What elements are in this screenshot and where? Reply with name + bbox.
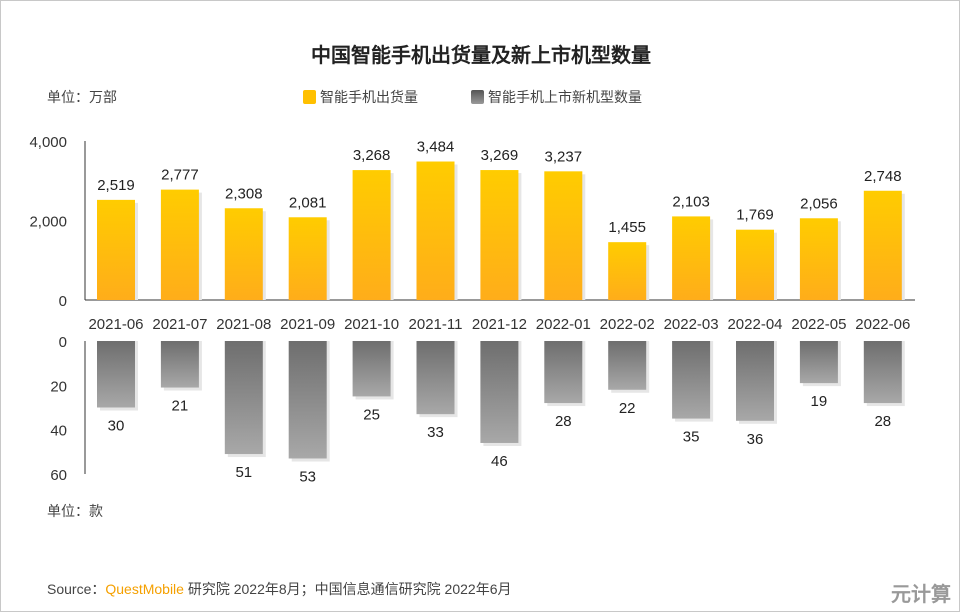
shipment-bar — [224, 208, 263, 300]
legend-item-shipments: 智能手机出货量 — [303, 87, 418, 107]
model-data-label: 53 — [299, 468, 316, 485]
x-tick-label: 2022-04 — [727, 316, 782, 333]
model-data-label: 46 — [491, 453, 508, 470]
bottom-unit-label: 单位：款 — [47, 503, 103, 519]
model-bar — [288, 341, 327, 459]
x-tick-label: 2021-08 — [216, 316, 271, 333]
x-tick-label: 2021-12 — [472, 316, 527, 333]
model-bar — [863, 341, 902, 404]
bottom-y-tick-label: 20 — [50, 378, 67, 395]
shipment-bar — [799, 218, 838, 300]
shipment-data-label: 3,269 — [481, 147, 519, 164]
shipment-bar — [736, 229, 774, 300]
shipment-data-label: 2,777 — [161, 167, 199, 184]
bottom-y-tick-label: 0 — [59, 334, 67, 351]
model-data-label: 36 — [747, 431, 764, 448]
model-data-label: 30 — [108, 418, 125, 435]
watermark: 元计算 — [891, 584, 951, 606]
model-bar — [352, 341, 391, 397]
shipment-bar — [544, 171, 583, 300]
x-tick-label: 2022-02 — [600, 316, 655, 333]
source-note: Source：QuestMobile 研究院 2022年8月；中国信息通信研究院… — [47, 579, 511, 599]
top-y-tick-label: 4,000 — [29, 134, 67, 151]
x-tick-label: 2021-06 — [88, 316, 143, 333]
x-tick-label: 2022-03 — [664, 316, 719, 333]
chart-title: 中国智能手机出货量及新上市机型数量 — [311, 45, 651, 67]
model-bar — [160, 341, 199, 388]
shipment-data-label: 2,748 — [864, 168, 902, 185]
model-data-label: 28 — [874, 413, 891, 430]
x-tick-label: 2021-10 — [344, 316, 399, 333]
model-bar — [608, 341, 647, 390]
shipment-bar — [97, 199, 135, 300]
x-tick-label: 2021-09 — [280, 316, 335, 333]
shipment-data-label: 2,056 — [800, 195, 838, 212]
shipment-bar — [416, 161, 455, 300]
shipment-data-label: 1,769 — [736, 207, 774, 224]
legend-swatch-yellow — [303, 90, 316, 104]
x-tick-label: 2022-01 — [536, 316, 591, 333]
model-data-label: 25 — [363, 406, 380, 423]
model-bar — [736, 341, 774, 421]
model-bar — [799, 341, 838, 384]
shipment-bar — [608, 242, 647, 300]
legend-swatch-gray — [471, 90, 484, 104]
shipment-data-label: 2,081 — [289, 194, 327, 211]
shipment-data-label: 2,519 — [97, 177, 135, 194]
model-bar — [416, 341, 455, 415]
shipment-data-label: 3,237 — [545, 148, 583, 165]
shipment-data-label: 2,308 — [225, 185, 263, 202]
model-data-label: 33 — [427, 424, 444, 441]
shipment-bar — [480, 170, 519, 300]
top-y-tick-label: 2,000 — [29, 214, 67, 231]
x-tick-label: 2021-07 — [152, 316, 207, 333]
bottom-y-tick-label: 60 — [50, 467, 67, 484]
model-data-label: 19 — [811, 393, 828, 410]
model-bar — [224, 341, 263, 455]
model-data-label: 21 — [172, 398, 189, 415]
source-brand: QuestMobile — [105, 581, 184, 597]
top-unit-label: 单位：万部 — [47, 89, 117, 105]
shipment-data-label: 1,455 — [608, 219, 646, 236]
shipment-data-label: 3,268 — [353, 147, 391, 164]
shipment-bar — [160, 189, 199, 300]
x-tick-label: 2022-05 — [791, 316, 846, 333]
model-data-label: 28 — [555, 413, 572, 430]
shipment-data-label: 2,103 — [672, 193, 710, 210]
model-bar — [544, 341, 583, 404]
model-data-label: 51 — [235, 464, 252, 481]
source-rest: 研究院 2022年8月；中国信息通信研究院 2022年6月 — [183, 581, 512, 597]
bottom-y-tick-label: 40 — [50, 423, 67, 440]
legend-label: 智能手机出货量 — [320, 89, 418, 105]
x-tick-label: 2022-06 — [855, 316, 910, 333]
model-bar — [480, 341, 519, 443]
shipment-bar — [863, 190, 902, 300]
shipment-bar — [288, 217, 327, 300]
x-tick-label: 2021-11 — [409, 316, 463, 333]
legend-item-models: 智能手机上市新机型数量 — [471, 87, 642, 107]
shipment-bar — [672, 216, 711, 300]
model-bar — [672, 341, 711, 419]
shipment-bar — [352, 170, 391, 300]
top-y-tick-label: 0 — [59, 293, 67, 310]
legend-label: 智能手机上市新机型数量 — [488, 89, 642, 105]
model-data-label: 35 — [683, 429, 700, 446]
model-bar — [97, 341, 135, 408]
shipment-data-label: 3,484 — [417, 139, 455, 156]
model-data-label: 22 — [619, 400, 636, 417]
source-prefix: Source： — [47, 581, 106, 597]
